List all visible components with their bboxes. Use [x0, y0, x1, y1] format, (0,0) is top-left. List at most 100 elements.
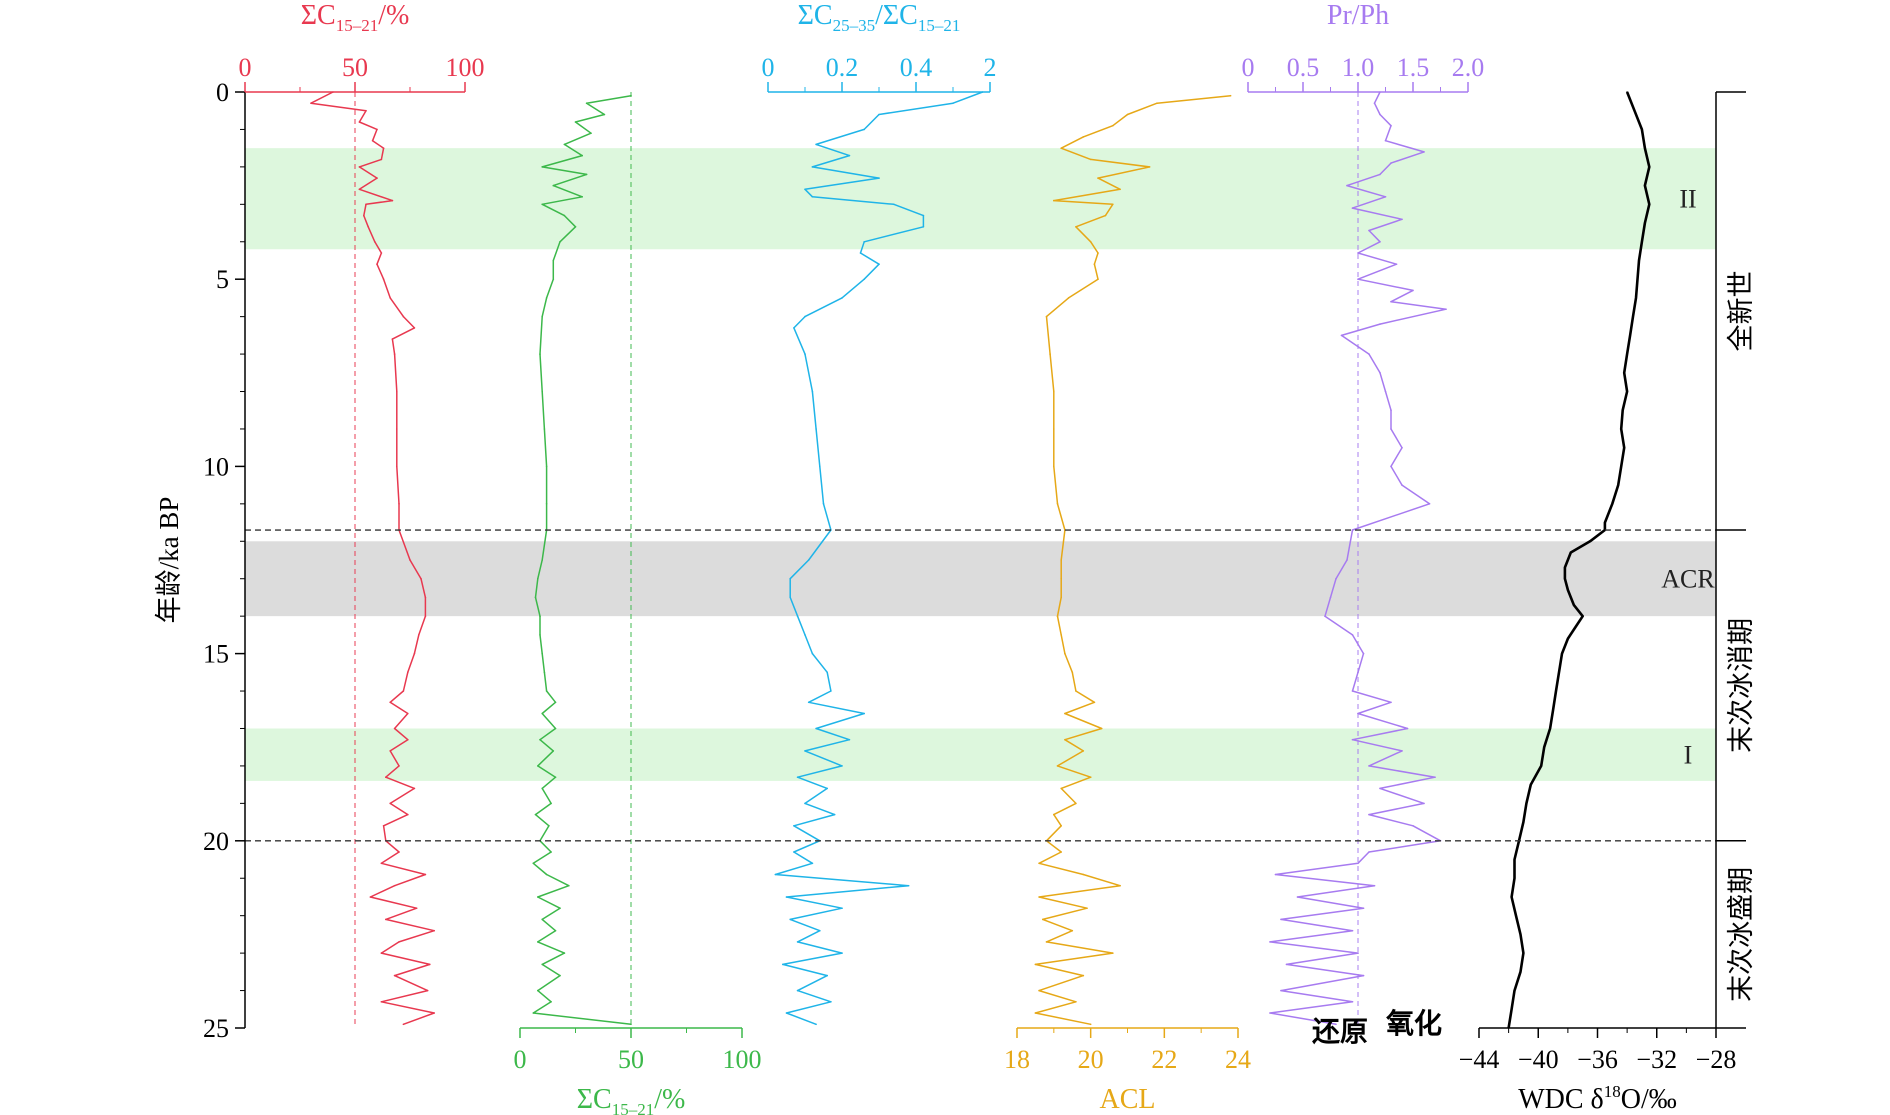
series-tick-label-4-1: 0.5	[1287, 53, 1320, 82]
series-point-1-58	[550, 1001, 552, 1003]
series-point-3-34	[1093, 701, 1096, 704]
series-point-5-25	[1589, 540, 1591, 543]
series-line-3	[1034, 94, 1231, 1026]
series-point-2-56	[782, 963, 784, 966]
series-point-0-43	[385, 776, 387, 778]
series-point-5-5	[1644, 184, 1646, 187]
series-point-2-20	[804, 353, 806, 355]
series-tick-label-3-1: 20	[1078, 1045, 1104, 1074]
series-point-1-17	[545, 297, 548, 299]
series-point-4-54	[1274, 873, 1277, 876]
series-point-1-3	[574, 121, 577, 123]
series-point-3-13	[1075, 226, 1077, 228]
series-tick-label-3-0: 18	[1004, 1045, 1030, 1074]
series-point-5-0	[1626, 91, 1628, 93]
series-point-0-22	[391, 338, 394, 340]
series-point-0-10	[358, 188, 361, 191]
series-tick-label-5-2: −36	[1577, 1045, 1618, 1074]
series-point-0-24	[396, 390, 398, 393]
series-point-0-61	[426, 989, 429, 992]
series-point-0-39	[393, 727, 396, 730]
series-point-4-45	[1368, 765, 1370, 767]
series-point-5-14	[1626, 353, 1628, 355]
series-point-4-33	[1335, 577, 1337, 580]
series-point-2-14	[859, 252, 862, 254]
series-point-4-8	[1346, 184, 1348, 187]
series-point-1-54	[563, 952, 566, 954]
series-point-3-48	[1082, 873, 1085, 876]
series-point-5-19	[1623, 446, 1625, 449]
series-point-0-60	[393, 974, 396, 977]
series-axis-0: 0 50 100	[239, 53, 485, 93]
band-label-2: I	[1684, 741, 1693, 770]
series-point-0-49	[398, 851, 400, 853]
series-point-0-36	[402, 690, 405, 692]
period-label-1: 末次冰消期	[1726, 618, 1756, 753]
series-point-2-7	[878, 177, 880, 179]
series-point-0-12	[365, 203, 367, 206]
series-point-0-6	[382, 147, 385, 149]
series-tick-label-2-0: 0	[762, 53, 775, 82]
series-point-1-45	[550, 851, 552, 853]
series-point-2-36	[815, 727, 817, 730]
series-point-5-23	[1604, 521, 1606, 524]
series-point-4-7	[1379, 173, 1381, 176]
series-point-4-5	[1423, 151, 1425, 153]
series-point-4-9	[1384, 196, 1387, 198]
series-title-5: WDC δ18O/‰	[1518, 1082, 1677, 1115]
series-point-5-16	[1626, 390, 1628, 393]
series-point-5-7	[1644, 222, 1646, 224]
series-point-5-47	[1510, 896, 1513, 898]
series-point-1-34	[541, 712, 543, 715]
series-point-0-51	[424, 873, 427, 876]
series-point-2-41	[826, 787, 828, 790]
series-point-1-13	[574, 226, 577, 228]
series-point-3-43	[1053, 813, 1055, 816]
series-point-4-36	[1351, 634, 1354, 636]
series-axis-5: −44 −40 −36 −32 −28	[1459, 1027, 1736, 1074]
series-point-1-9	[552, 184, 555, 187]
series-point-1-2	[603, 113, 606, 116]
series-point-3-56	[1034, 963, 1037, 966]
series-point-4-46	[1434, 776, 1436, 778]
series-point-2-47	[811, 862, 814, 865]
series-tick-label-0-2: 100	[446, 53, 485, 82]
series-point-5-10	[1636, 278, 1639, 281]
series-point-0-18	[382, 278, 385, 281]
series-point-5-48	[1515, 914, 1517, 917]
series-point-2-13	[863, 241, 865, 243]
series-point-4-66	[1269, 1012, 1271, 1014]
series-point-1-39	[554, 776, 557, 778]
series-point-3-37	[1064, 738, 1066, 741]
series-point-0-41	[389, 750, 392, 752]
series-point-3-32	[1071, 671, 1074, 674]
series-point-1-25	[541, 559, 543, 561]
series-point-0-9	[376, 177, 378, 179]
series-point-4-34	[1329, 596, 1332, 599]
series-point-5-40	[1540, 765, 1542, 767]
series-point-3-30	[1060, 634, 1062, 636]
series-point-2-52	[789, 918, 791, 921]
series-point-0-5	[371, 139, 374, 142]
series-point-1-11	[541, 203, 543, 206]
series-point-4-57	[1362, 907, 1365, 909]
series-point-2-37	[848, 738, 851, 741]
series-point-4-13	[1379, 241, 1381, 243]
band-label-1: ACR	[1661, 565, 1715, 594]
series-point-4-32	[1346, 559, 1348, 561]
series-point-3-46	[1060, 851, 1062, 853]
series-point-4-18	[1390, 300, 1392, 303]
series-point-2-3	[863, 128, 865, 131]
series-point-0-20	[402, 315, 405, 318]
series-point-3-41	[1060, 787, 1062, 790]
band-1	[245, 541, 1716, 617]
series-tick-label-4-2: 1.0	[1342, 53, 1375, 82]
series-point-4-27	[1401, 446, 1403, 449]
series-point-1-32	[545, 690, 548, 692]
series-point-3-47	[1038, 862, 1040, 865]
series-tick-label-0-1: 50	[342, 53, 368, 82]
series-point-0-11	[391, 199, 394, 202]
series-tick-label-4-4: 2.0	[1452, 53, 1485, 82]
series-axis-2: 0 0.2 0.4 2	[762, 53, 997, 93]
age-tick-label-2: 10	[203, 452, 229, 481]
